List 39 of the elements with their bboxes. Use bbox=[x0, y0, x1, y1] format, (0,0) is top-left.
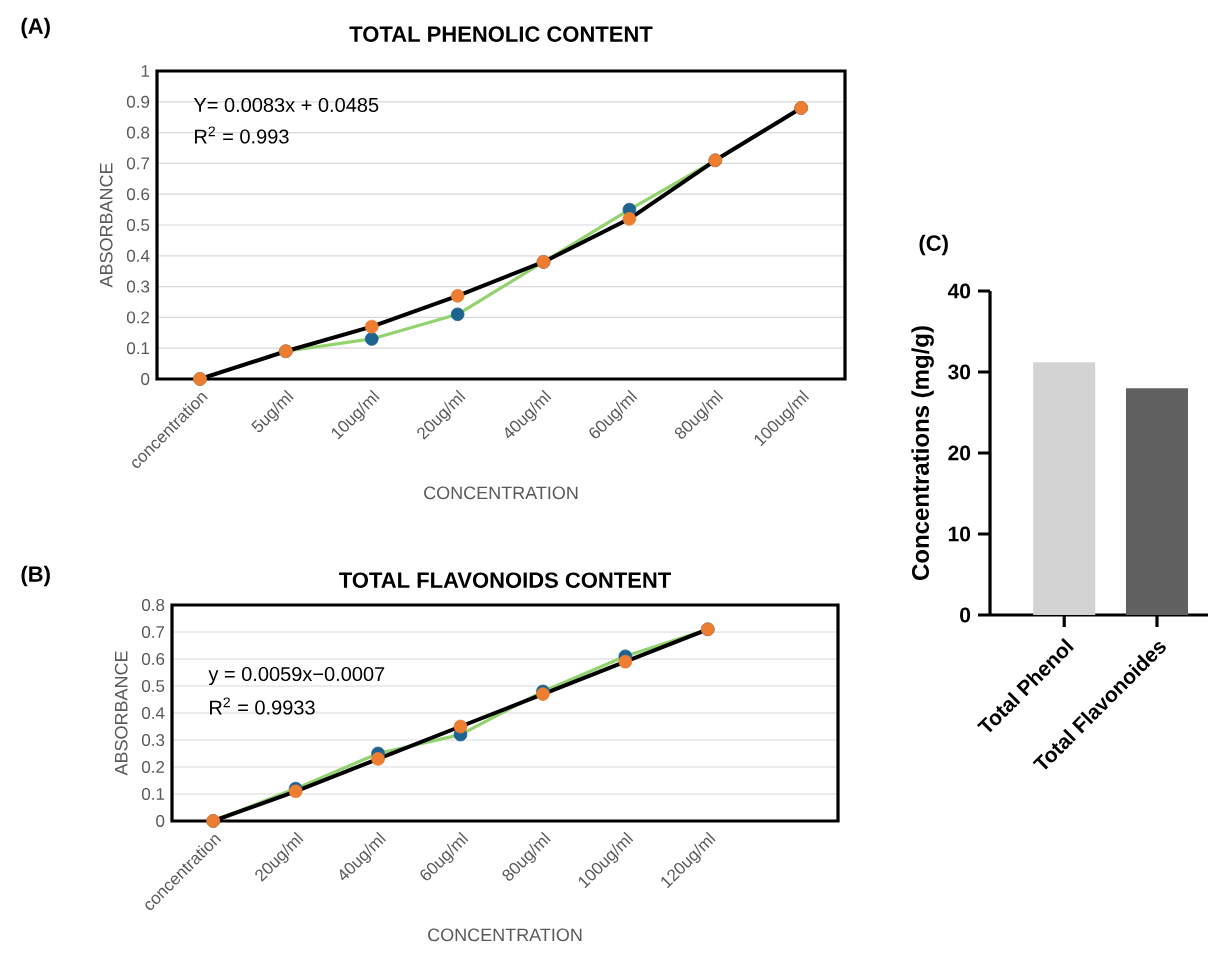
y-tick-label: 10 bbox=[948, 526, 971, 542]
y-tick-label: 20 bbox=[948, 445, 971, 461]
y-tick-label: 0.4 bbox=[141, 707, 165, 720]
y-tick-label: 30 bbox=[948, 364, 971, 380]
y-tick-label: 1 bbox=[141, 65, 150, 77]
annotation: Y= 0.0083x + 0.0485 bbox=[193, 97, 379, 113]
y-tick-label: 0.9 bbox=[126, 95, 150, 108]
y-tick-label: 0.6 bbox=[141, 653, 165, 666]
y-tick-label: 0.8 bbox=[126, 126, 150, 139]
chart-title: TOTAL FLAVONOIDS CONTENT bbox=[339, 572, 671, 588]
annotation: R$^{2}$ = 0.9933 bbox=[210, 697, 315, 715]
y-tick-label: 0.1 bbox=[126, 342, 150, 355]
y-tick-label: 40 bbox=[947, 283, 971, 299]
chart-title: TOTAL PHENOLIC CONTENT bbox=[349, 26, 653, 42]
y-tick-label: 0.7 bbox=[141, 626, 165, 639]
y-tick-label: 0.4 bbox=[126, 249, 150, 262]
y-tick-label: 0 bbox=[156, 814, 165, 828]
text: (C) bbox=[919, 234, 948, 256]
y-tick-label: 0.7 bbox=[126, 157, 150, 170]
text: (A) bbox=[21, 17, 50, 39]
y-tick-label: 0 bbox=[141, 372, 150, 385]
y-tick-label: 0.5 bbox=[141, 680, 165, 693]
x-axis-title: CONCENTRATION bbox=[424, 486, 578, 500]
y-tick-label: 0.5 bbox=[126, 218, 150, 231]
y-tick-label: 0.8 bbox=[141, 599, 165, 612]
y-tick-label: 0.1 bbox=[141, 788, 165, 801]
annotation: y = 0.0059x−0.0007 bbox=[208, 666, 385, 686]
annotation: R$^{2}$ = 0.993 bbox=[195, 126, 289, 144]
x-axis-title: CONCENTRATION bbox=[428, 928, 582, 942]
y-axis-title: ABSORBANCE bbox=[114, 651, 128, 776]
y-axis-title: Concentrations (mg/g) bbox=[911, 326, 934, 581]
y-tick-label: 0.3 bbox=[126, 280, 150, 293]
y-tick-label: 0.6 bbox=[126, 188, 150, 201]
y-axis-title: ABSORBANCE bbox=[99, 163, 113, 288]
y-tick-label: 0.3 bbox=[141, 734, 165, 747]
y-tick-label: 0.2 bbox=[126, 311, 150, 324]
y-tick-label: 0 bbox=[960, 607, 971, 623]
text: (B) bbox=[21, 565, 50, 587]
y-tick-label: 0.2 bbox=[141, 761, 165, 774]
